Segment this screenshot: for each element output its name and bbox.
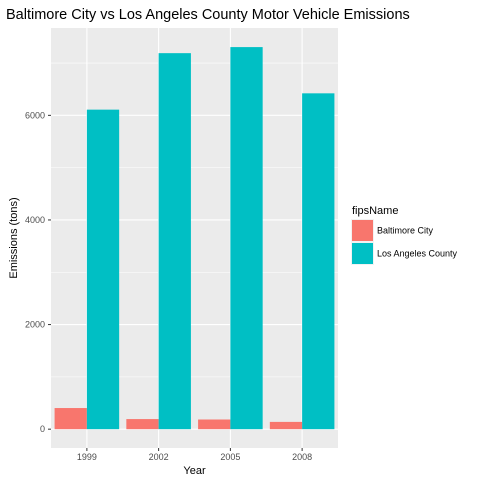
legend: fipsName Baltimore City Los Angeles Count… bbox=[351, 205, 458, 265]
bar-los-angeles-county-1999 bbox=[86, 109, 120, 430]
legend-label-baltimore-city: Baltimore City bbox=[377, 226, 434, 236]
legend-items: Baltimore City Los Angeles County bbox=[351, 219, 458, 265]
x-axis-title: Year bbox=[183, 465, 206, 477]
y-tick-label-0: 0 bbox=[40, 424, 45, 434]
bar-baltimore-city-2008 bbox=[269, 421, 303, 430]
x-tick-label-1999: 1999 bbox=[77, 452, 97, 462]
x-tick-label-2002: 2002 bbox=[149, 452, 169, 462]
chart-title: Baltimore City vs Los Angeles County Mot… bbox=[6, 7, 410, 23]
bar-baltimore-city-2002 bbox=[126, 419, 159, 430]
bar-baltimore-city-1999 bbox=[54, 408, 87, 430]
legend-swatch-los-angeles-county bbox=[352, 243, 373, 264]
x-tick-label-2008: 2008 bbox=[292, 452, 312, 462]
legend-title: fipsName bbox=[352, 205, 398, 217]
y-tick-label-6000: 6000 bbox=[25, 110, 45, 120]
x-tick-label-2005: 2005 bbox=[220, 452, 240, 462]
y-tick-label-2000: 2000 bbox=[25, 320, 45, 330]
bars bbox=[54, 47, 335, 430]
bar-los-angeles-county-2005 bbox=[230, 47, 263, 430]
bar-baltimore-city-2005 bbox=[198, 419, 231, 430]
y-axis-ticks: 0 2000 4000 6000 bbox=[25, 110, 51, 434]
x-axis-ticks: 1999 2002 2005 2008 bbox=[77, 448, 312, 462]
legend-swatch-baltimore-city bbox=[352, 220, 373, 241]
bar-los-angeles-county-2002 bbox=[158, 53, 191, 430]
legend-label-los-angeles-county: Los Angeles County bbox=[377, 249, 458, 259]
y-axis-title: Emissions (tons) bbox=[8, 197, 20, 278]
y-tick-label-4000: 4000 bbox=[25, 215, 45, 225]
bar-los-angeles-county-2008 bbox=[302, 93, 335, 430]
